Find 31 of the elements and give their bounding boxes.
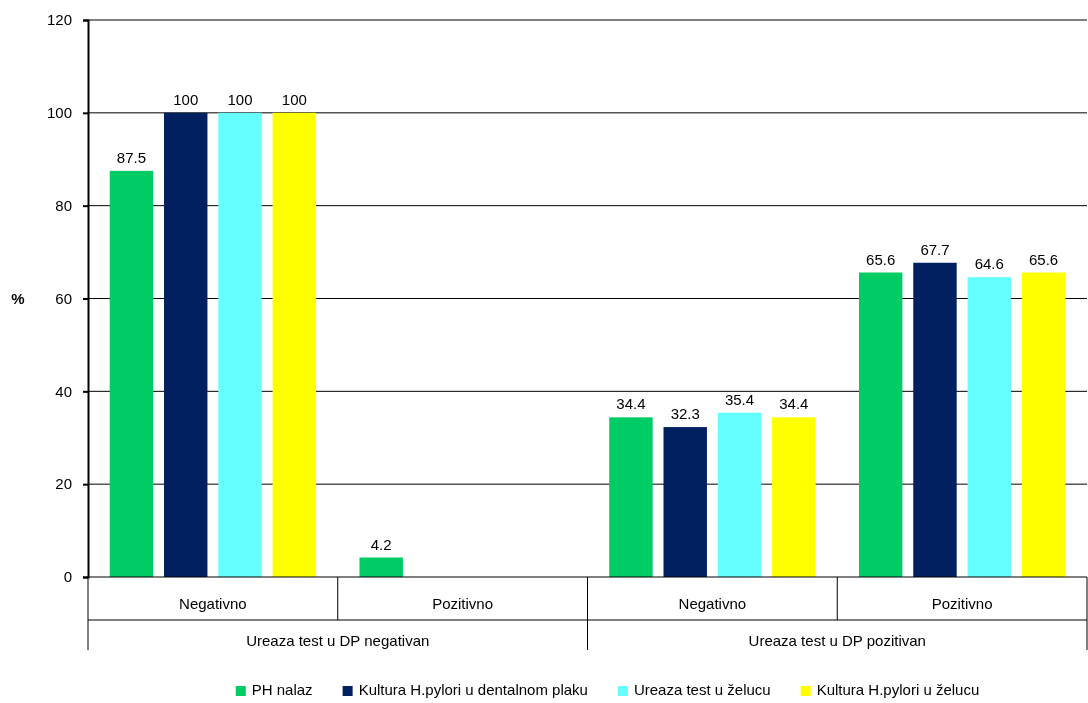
text: Ureaza test u DP negativan xyxy=(246,632,430,649)
y-tick-label: 100 xyxy=(46,104,72,122)
data-label: 87.5 xyxy=(116,148,147,166)
legend-label: Ureaza test u želucu xyxy=(633,681,771,698)
y-axis-title: % xyxy=(11,289,25,307)
data-label: 64.6 xyxy=(974,255,1004,273)
y-tick-label: 60 xyxy=(55,289,72,307)
data-label: 100 xyxy=(173,90,199,108)
data-label: 35.4 xyxy=(724,390,755,408)
data-label: 100 xyxy=(227,90,253,108)
data-label: 100 xyxy=(281,90,307,108)
y-tick-label: 0 xyxy=(63,568,72,586)
y-tick-label: 80 xyxy=(55,196,72,214)
data-label: 34.4 xyxy=(616,395,646,413)
y-tick-label: 120 xyxy=(46,11,72,29)
data-label: 34.4 xyxy=(779,395,809,413)
legend-label: Kultura H.pylori u dentalnom plaku xyxy=(358,681,588,698)
y-tick-label: 20 xyxy=(55,475,72,493)
text: Ureaza test u DP pozitivan xyxy=(748,632,926,649)
data-label: 65.6 xyxy=(866,250,896,268)
data-label: 65.6 xyxy=(1028,250,1059,268)
x-tick-label: Pozitivno xyxy=(432,595,494,612)
legend-label: PH nalaz xyxy=(251,681,313,698)
data-label: 67.7 xyxy=(920,240,950,258)
x-tick-label: Negativno xyxy=(179,595,247,612)
data-label: 4.2 xyxy=(370,535,392,553)
legend-label: Kultura H.pylori u želucu xyxy=(816,681,980,698)
x-tick-label: Pozitivno xyxy=(931,595,993,612)
y-tick-label: 40 xyxy=(55,382,72,400)
data-label: 32.3 xyxy=(670,405,700,423)
x-tick-label: Negativno xyxy=(678,595,747,612)
